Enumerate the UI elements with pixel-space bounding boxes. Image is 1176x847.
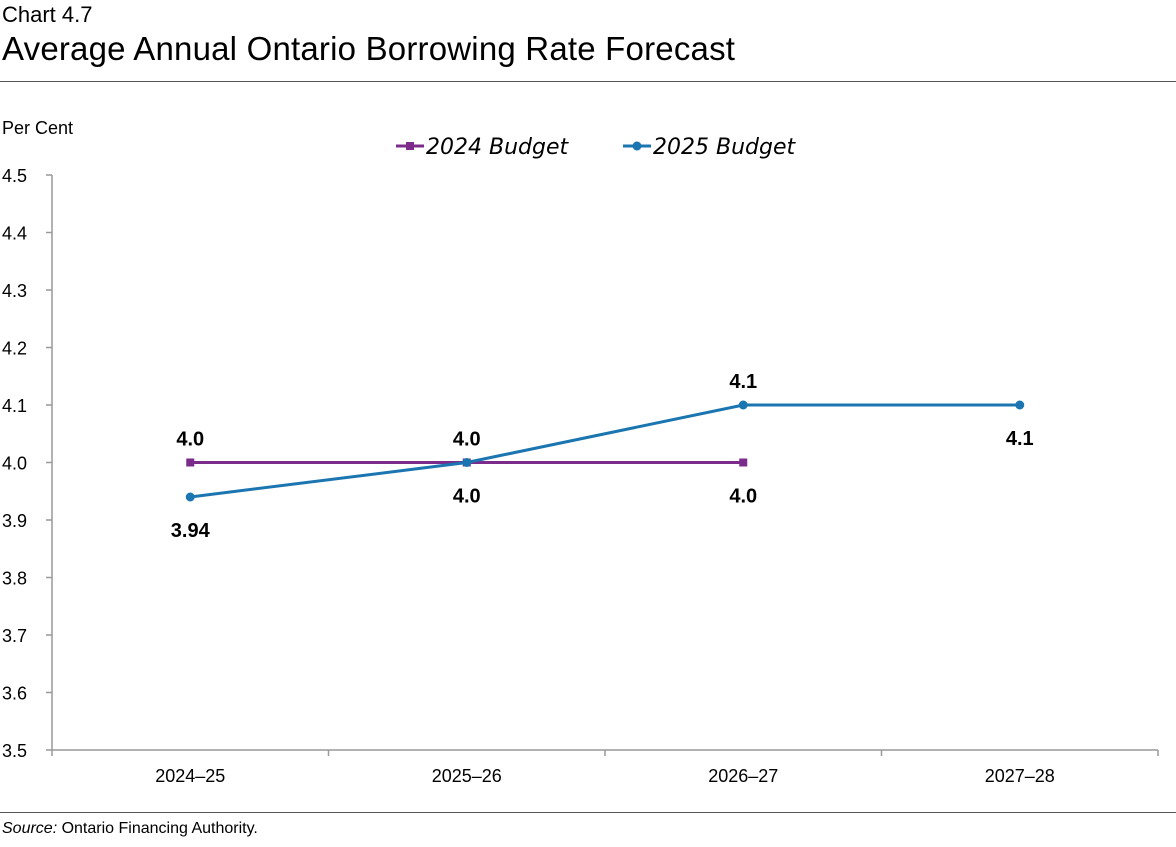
data-point: [739, 458, 748, 467]
source-label: Source:: [2, 820, 58, 837]
data-point: [185, 492, 195, 502]
x-tick-label: 2025–26: [432, 766, 502, 786]
series-line-2: [190, 403, 1020, 499]
header-divider: [0, 81, 1176, 82]
source-note: Source: Ontario Financing Authority.: [2, 820, 258, 838]
data-point: [186, 458, 195, 467]
y-tick-label: 3.6: [2, 684, 27, 704]
data-point: [462, 458, 472, 467]
legend-label: 2024 Budget: [426, 135, 569, 160]
chart-title: Average Annual Ontario Borrowing Rate Fo…: [2, 30, 736, 67]
legend-label: 2025 Budget: [653, 135, 796, 160]
source-text: Ontario Financing Authority.: [57, 820, 258, 837]
y-tick-label: 4.5: [2, 166, 27, 186]
y-tick-label: 4.4: [2, 224, 27, 244]
data-label: 4.1: [1006, 428, 1034, 450]
data-label: 4.0: [176, 429, 204, 451]
data-label: 4.0: [453, 429, 481, 451]
y-tick-label: 3.7: [2, 626, 27, 646]
y-tick-label: 4.1: [2, 396, 27, 416]
y-axis-label: Per Cent: [2, 118, 73, 138]
data-label: 4.0: [729, 486, 757, 508]
y-tick-label: 4.2: [2, 339, 27, 359]
x-tick-label: 2024–25: [155, 766, 225, 786]
data-point: [738, 400, 748, 410]
chart-number: Chart 4.7: [2, 2, 93, 27]
y-tick-label: 4.0: [2, 454, 27, 474]
y-tick-label: 3.5: [2, 741, 27, 761]
legend-marker: [406, 142, 414, 150]
y-tick-label: 4.3: [2, 281, 27, 301]
footer-divider: [0, 812, 1176, 813]
x-tick-label: 2027–28: [985, 766, 1055, 786]
legend-marker: [632, 141, 642, 151]
data-label: 3.94: [171, 520, 211, 542]
y-tick-label: 3.9: [2, 511, 27, 531]
data-label: 4.0: [453, 486, 481, 508]
y-tick-label: 3.8: [2, 569, 27, 589]
data-label: 4.1: [729, 371, 757, 393]
x-tick-label: 2026–27: [708, 766, 778, 786]
data-point: [1015, 400, 1025, 410]
